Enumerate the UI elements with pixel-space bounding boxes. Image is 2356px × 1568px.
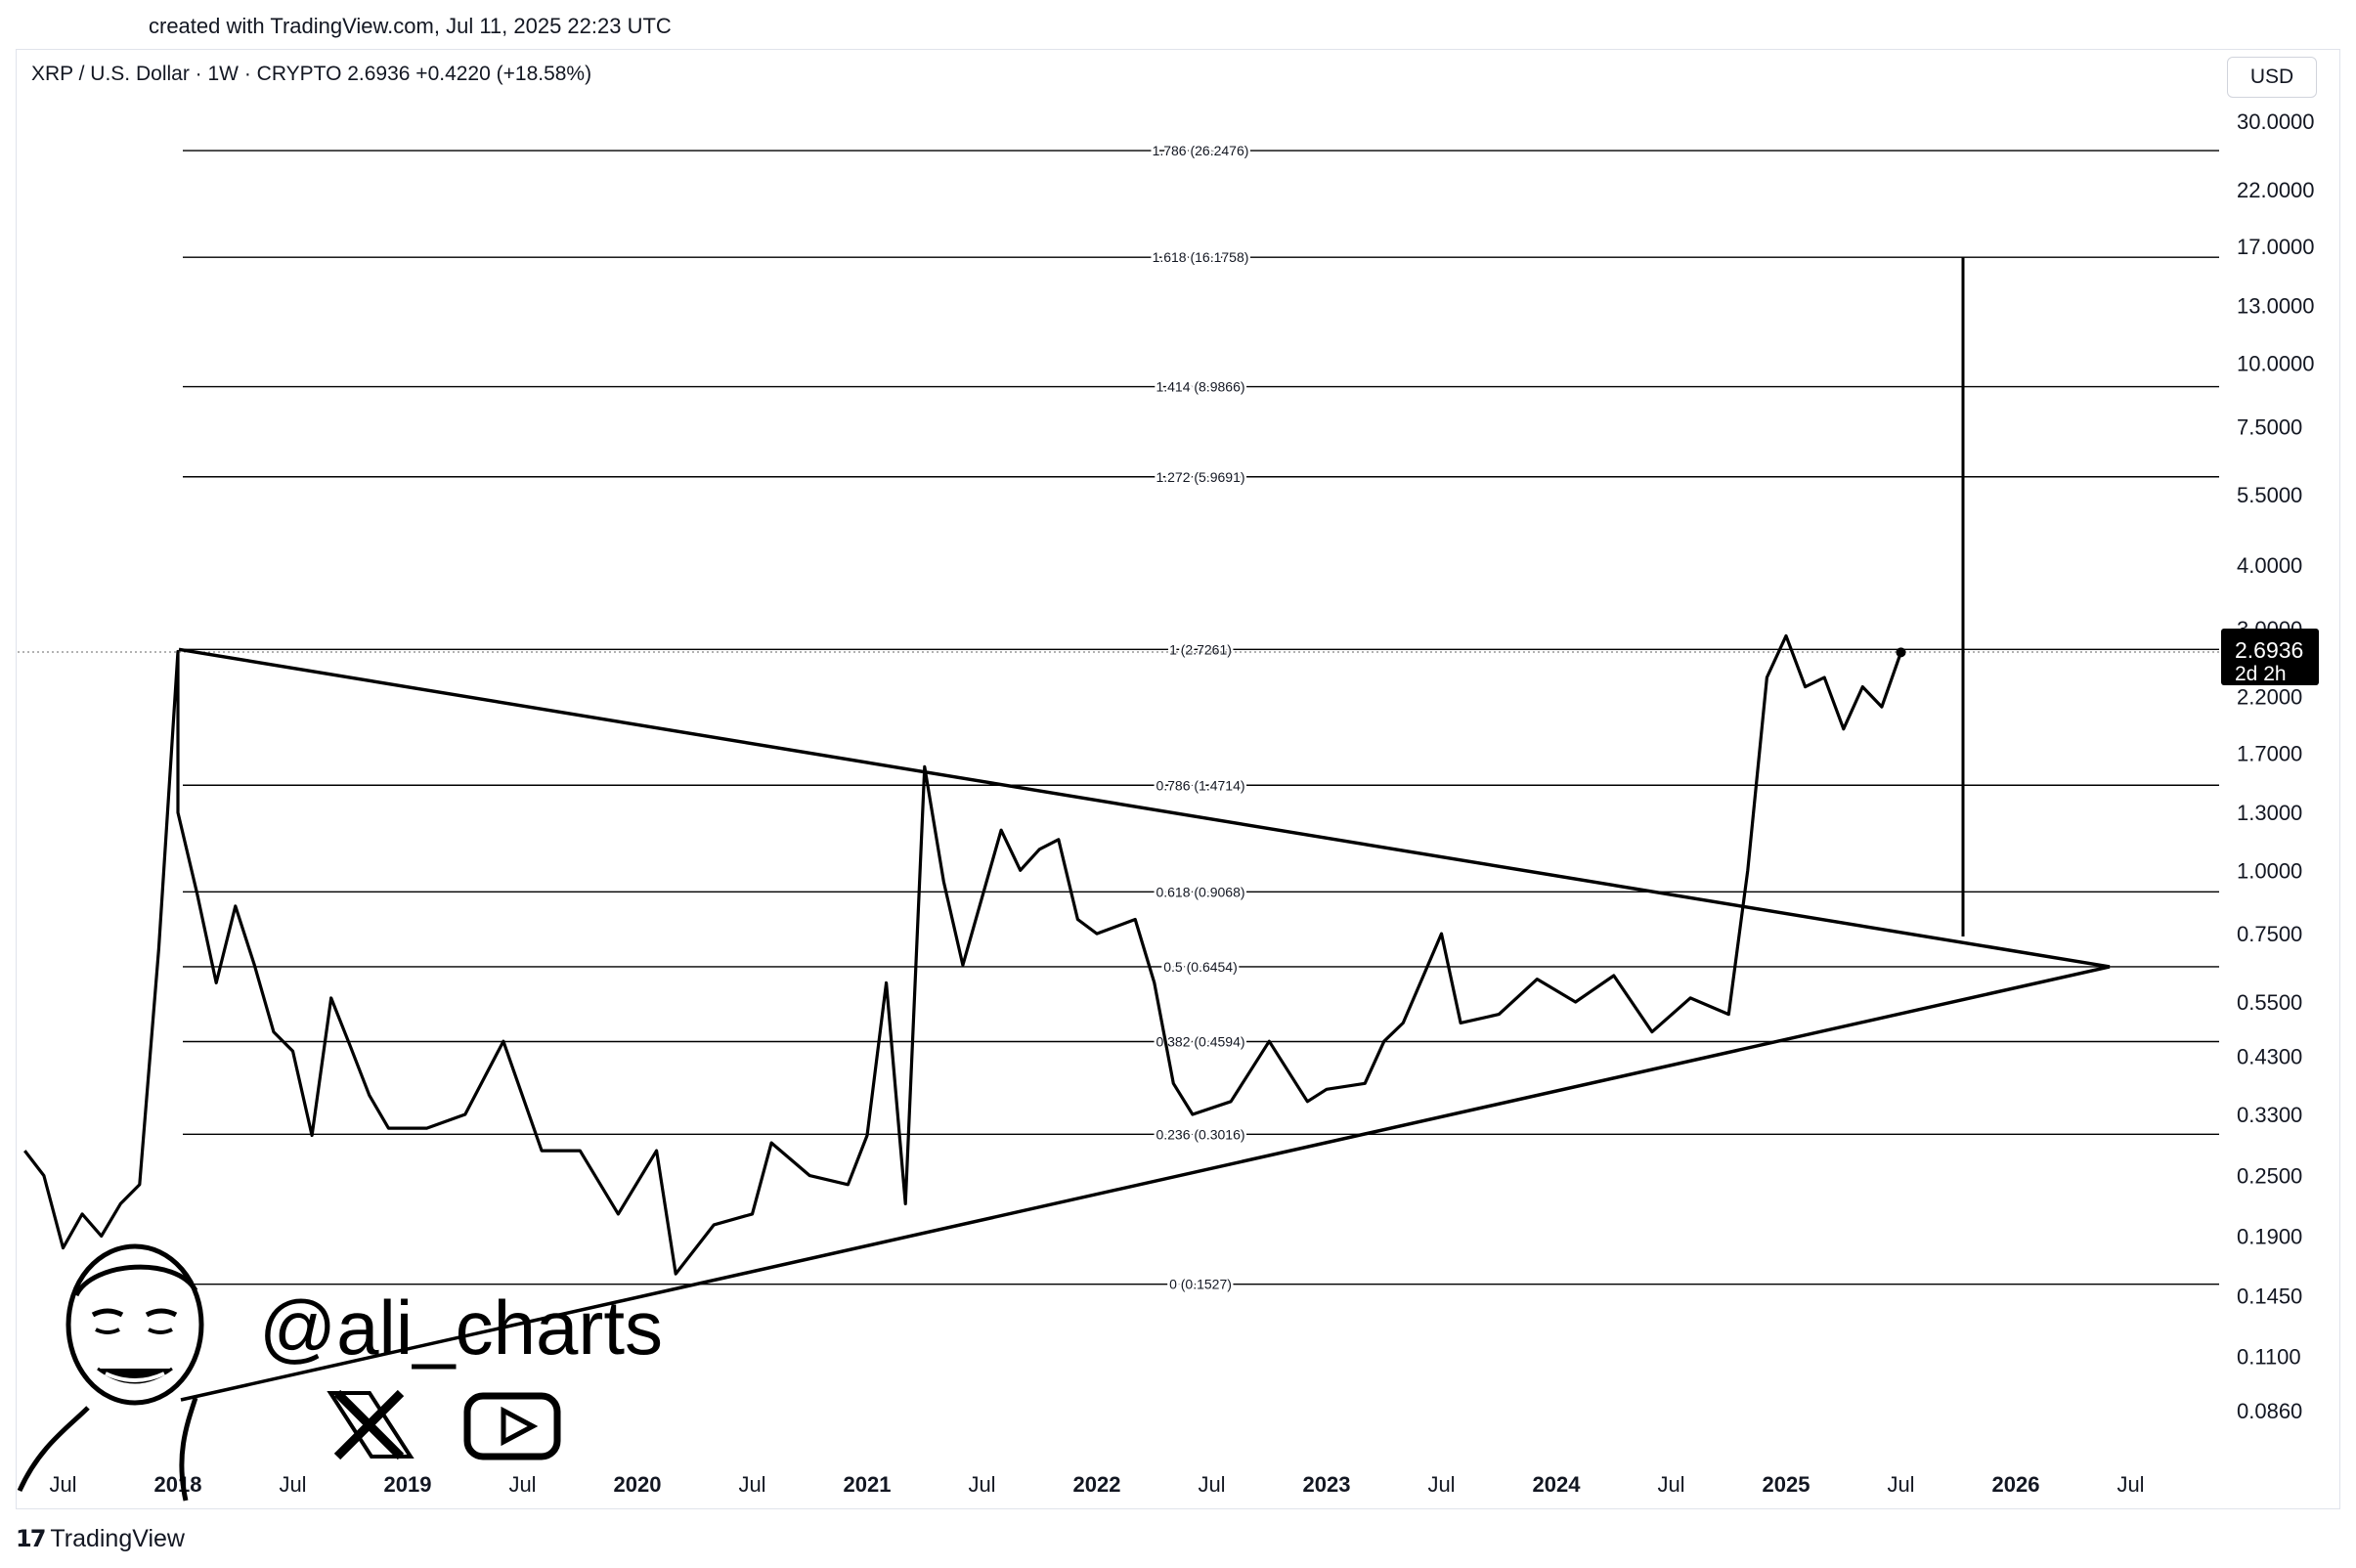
x-axis-tick-label: 2026 [1992,1472,2040,1497]
y-axis-tick-label: 22.0000 [2237,178,2315,202]
fib-level-label: 0.618 (0.9068) [1156,884,1244,899]
x-axis: Jul 2018 Jul 2019 Jul 2020 Jul 2021 Jul 2022 Jul 20… [49,1472,2144,1497]
x-axis-tick-label: Jul [1887,1472,1914,1497]
x-axis-tick-label: 2024 [1533,1472,1582,1497]
y-axis-tick-label: 2.2000 [2237,685,2302,710]
y-axis-tick-label: 0.1100 [2237,1345,2301,1370]
x-axis-tick-label: Jul [49,1472,76,1497]
y-axis: 30.0000 22.0000 17.0000 13.0000 10.0000 7.500… [2237,109,2315,1423]
x-axis-tick-label: 2020 [614,1472,662,1497]
fib-level-label: 0.382 (0.4594) [1156,1034,1244,1050]
x-axis-tick-label: 2018 [154,1472,202,1497]
x-axis-tick-label: Jul [738,1472,765,1497]
symbol-legend: XRP / U.S. Dollar · 1W · CRYPTO 2.6936 +… [31,63,592,85]
y-axis-tick-label: 0.4300 [2237,1044,2302,1068]
fibonacci-levels: 1.786 (26.2476) 1.618 (16.1758) 1.414 (8.9… [18,141,2219,1294]
fib-level-label: 0 (0.1527) [1169,1277,1232,1292]
xrp-price-line [23,633,1903,1276]
y-axis-tick-label: 0.1900 [2237,1224,2302,1248]
youtube-icon [463,1392,561,1460]
y-axis-tick-label: 1.3000 [2237,801,2302,825]
price-tag-countdown: 2d 2h [2235,663,2287,685]
x-axis-tick-label: Jul [279,1472,306,1497]
cartoon-face-avatar [17,1243,204,1502]
y-axis-tick-label: 0.0860 [2237,1399,2302,1423]
x-axis-tick-label: Jul [1427,1472,1455,1497]
fib-level-label: 0.786 (1.4714) [1156,777,1244,793]
ascending-trendline [180,965,2111,1402]
fib-level-label: 0.5 (0.6454) [1163,959,1238,975]
last-price-dot [1896,647,1906,658]
y-axis-tick-label: 0.2500 [2237,1164,2302,1189]
y-axis-tick-label: 13.0000 [2237,293,2315,318]
created-with-caption: created with TradingView.com, Jul 11, 20… [149,14,672,38]
y-axis-tick-label: 30.0000 [2237,109,2315,134]
fib-level-label: 1.618 (16.1758) [1153,249,1249,265]
x-logo-icon [327,1389,414,1460]
y-axis-tick-label: 0.3300 [2237,1103,2302,1127]
tradingview-brand-label: TradingView [50,1525,185,1552]
x-axis-tick-label: 2021 [844,1472,892,1497]
x-axis-tick-label: 2022 [1073,1472,1121,1497]
y-axis-tick-label: 7.5000 [2237,414,2302,439]
y-axis-tick-label: 4.0000 [2237,553,2302,578]
y-axis-tick-label: 0.5500 [2237,990,2302,1015]
x-axis-tick-label: Jul [1198,1472,1225,1497]
tradingview-brand[interactable]: 𝟭𝟳 TradingView [16,1525,185,1553]
y-axis-tick-label: 1.0000 [2237,858,2302,883]
fib-level-label: 1.786 (26.2476) [1153,143,1249,158]
x-axis-tick-label: 2025 [1763,1472,1811,1497]
chart-frame [16,49,2340,1509]
x-axis-tick-label: 2023 [1303,1472,1351,1497]
price-series [23,633,1906,1276]
descending-trendline [178,647,2111,969]
price-tag-value: 2.6936 [2235,637,2303,663]
fib-level-label: 1.272 (5.9691) [1156,469,1244,485]
triangle-pattern [178,257,2111,1402]
fib-level-label: 1 (2.7261) [1169,641,1232,657]
y-axis-tick-label: 10.0000 [2237,352,2315,376]
y-axis-tick-label: 0.7500 [2237,922,2302,946]
x-axis-tick-label: Jul [968,1472,995,1497]
x-axis-tick-label: Jul [508,1472,536,1497]
x-axis-tick-label: 2019 [384,1472,432,1497]
watermark-handle: @ali_charts [259,1285,663,1371]
tradingview-logo-icon: 𝟭𝟳 [16,1526,46,1552]
y-axis-tick-label: 0.1450 [2237,1284,2302,1308]
x-axis-tick-label: Jul [1657,1472,1684,1497]
y-axis-tick-label: 5.5000 [2237,483,2302,507]
x-axis-tick-label: Jul [2116,1472,2144,1497]
price-tag-box [2221,629,2319,686]
y-axis-tick-label: 17.0000 [2237,235,2315,259]
y-axis-tick-label: 1.7000 [2237,742,2302,766]
fib-level-label: 1.414 (8.9866) [1156,379,1244,395]
fib-level-label: 0.236 (0.3016) [1156,1126,1244,1142]
currency-selector-button[interactable]: USD [2227,57,2317,98]
